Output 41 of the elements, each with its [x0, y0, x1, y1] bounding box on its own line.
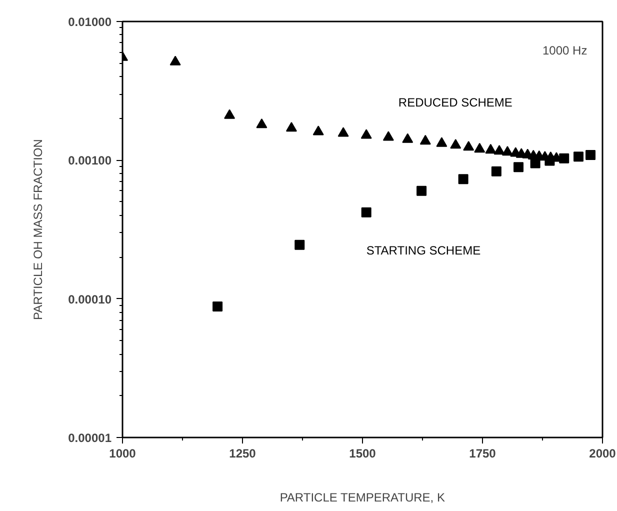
point — [312, 126, 324, 136]
point — [574, 152, 584, 162]
x-tick-label: 1500 — [349, 446, 376, 460]
text: STARTING SCHEME — [366, 243, 481, 258]
y-tick-label: 0.00100 — [68, 154, 112, 168]
point — [402, 133, 414, 143]
point — [361, 207, 372, 218]
point — [224, 109, 236, 119]
point — [360, 129, 372, 139]
point — [338, 127, 349, 137]
point — [474, 142, 486, 153]
point — [286, 122, 297, 132]
y-tick-label: 0.00010 — [68, 292, 112, 306]
x-tick-label: 1000 — [109, 446, 136, 460]
y-tick-label: 0.01000 — [68, 15, 112, 29]
point — [416, 186, 427, 196]
point — [382, 131, 394, 141]
x-tick-label: 1250 — [229, 446, 256, 460]
point — [170, 56, 181, 66]
x-axis-title: PARTICLE TEMPERATURE, K — [280, 490, 445, 504]
y-axis-title: PARTICLE OH MASS FRACTION — [31, 139, 46, 320]
text: REDUCED SCHEME — [398, 95, 512, 110]
point — [514, 162, 524, 172]
x-tick-label: 1750 — [469, 446, 496, 460]
x-tick-label: 2000 — [589, 446, 616, 460]
point — [485, 144, 496, 154]
point — [256, 118, 268, 128]
point — [463, 140, 474, 151]
point — [436, 137, 448, 147]
point — [450, 139, 462, 149]
point — [559, 153, 570, 164]
point — [494, 144, 505, 155]
point — [458, 174, 468, 184]
annotation: 1000 Hz — [542, 44, 588, 58]
point — [294, 240, 305, 250]
point — [502, 146, 513, 156]
point — [491, 166, 502, 176]
point — [212, 302, 223, 312]
point — [586, 150, 596, 160]
point — [420, 134, 431, 145]
y-tick-label: 0.00001 — [68, 431, 112, 445]
